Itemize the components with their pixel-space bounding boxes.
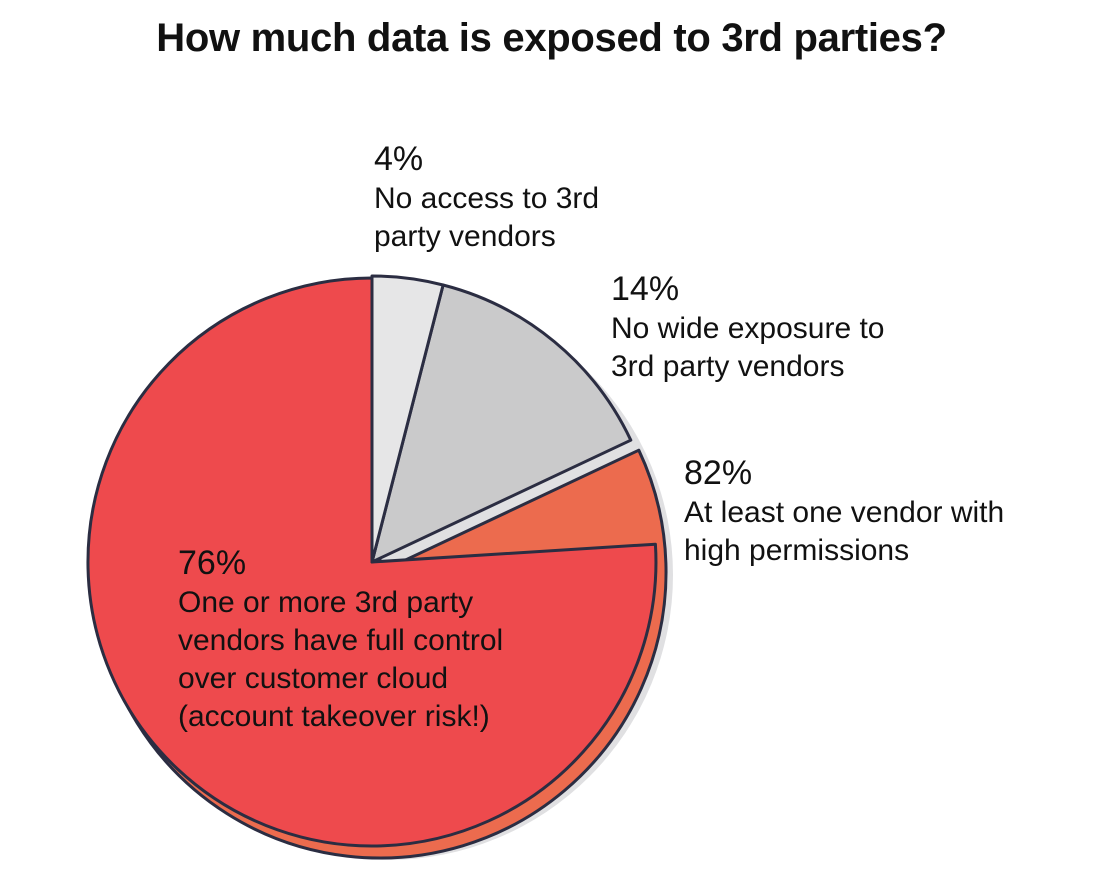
label-high-permissions: 82% At least one vendor with high permis… (684, 452, 1004, 570)
slice-description: One or more 3rd party (178, 586, 474, 619)
slice-description: vendors have full control (178, 624, 504, 657)
slice-description: over customer cloud (178, 662, 449, 695)
slice-description: 3rd party vendors (611, 350, 845, 383)
chart-title: How much data is exposed to 3rd parties? (156, 16, 947, 60)
slice-description: No wide exposure to (611, 312, 885, 345)
label-no-wide-exposure: 14% No wide exposure to 3rd party vendor… (611, 268, 885, 386)
slice-no-wide-exposure (370, 283, 633, 564)
slice-description: high permissions (684, 534, 910, 567)
slice-description: No access to 3rd (374, 182, 600, 215)
slice-no-access (370, 274, 445, 564)
slice-percent: 4% (374, 140, 424, 178)
slice-description: At least one vendor with (684, 496, 1005, 529)
slice-percent: 82% (684, 454, 753, 492)
slice-description: (account takeover risk!) (178, 700, 490, 733)
slice-percent: 76% (178, 544, 247, 582)
slice-description: party vendors (374, 220, 556, 253)
label-no-access: 4% No access to 3rd party vendors (374, 138, 599, 256)
label-full-control: 76% One or more 3rd party vendors have f… (178, 542, 503, 736)
slice-percent: 14% (611, 270, 680, 308)
